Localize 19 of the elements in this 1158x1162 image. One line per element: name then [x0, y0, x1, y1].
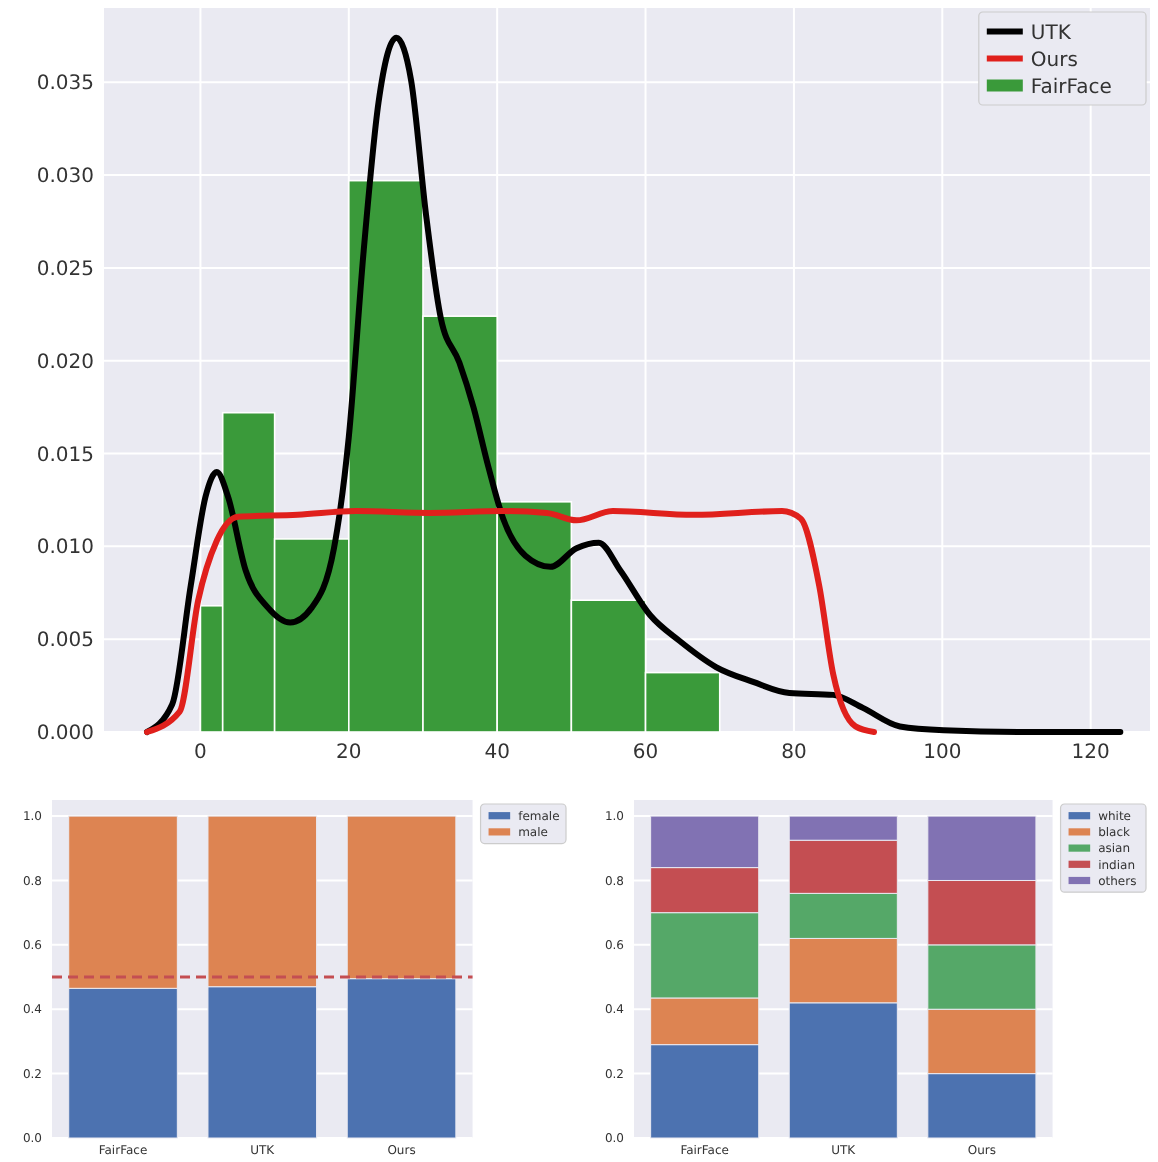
legend-label: FairFace [1030, 76, 1112, 99]
legend-label: Ours [1030, 49, 1078, 72]
y-tick-label: 0.035 [36, 73, 94, 96]
y-tick-label: 0.000 [36, 723, 94, 745]
line-series [144, 508, 878, 735]
y-tick-label: 0.020 [36, 351, 94, 374]
y-tick-label: 0.005 [36, 630, 94, 653]
x-tick-label: 60 [632, 742, 659, 764]
x-tick-label: 20 [336, 742, 362, 764]
x-tick-label: 80 [781, 742, 807, 764]
x-tick-label: 0 [194, 742, 207, 764]
y-tick-label: 0.025 [36, 258, 94, 281]
legend-label: UTK [1030, 22, 1072, 45]
x-tick-label: 40 [484, 742, 510, 764]
y-tick-label: 0.015 [36, 444, 94, 467]
x-tick-label: 100 [923, 742, 962, 764]
y-tick-label: 0.010 [36, 537, 94, 560]
y-tick-label: 0.030 [36, 166, 94, 189]
x-tick-label: 120 [1071, 742, 1110, 764]
